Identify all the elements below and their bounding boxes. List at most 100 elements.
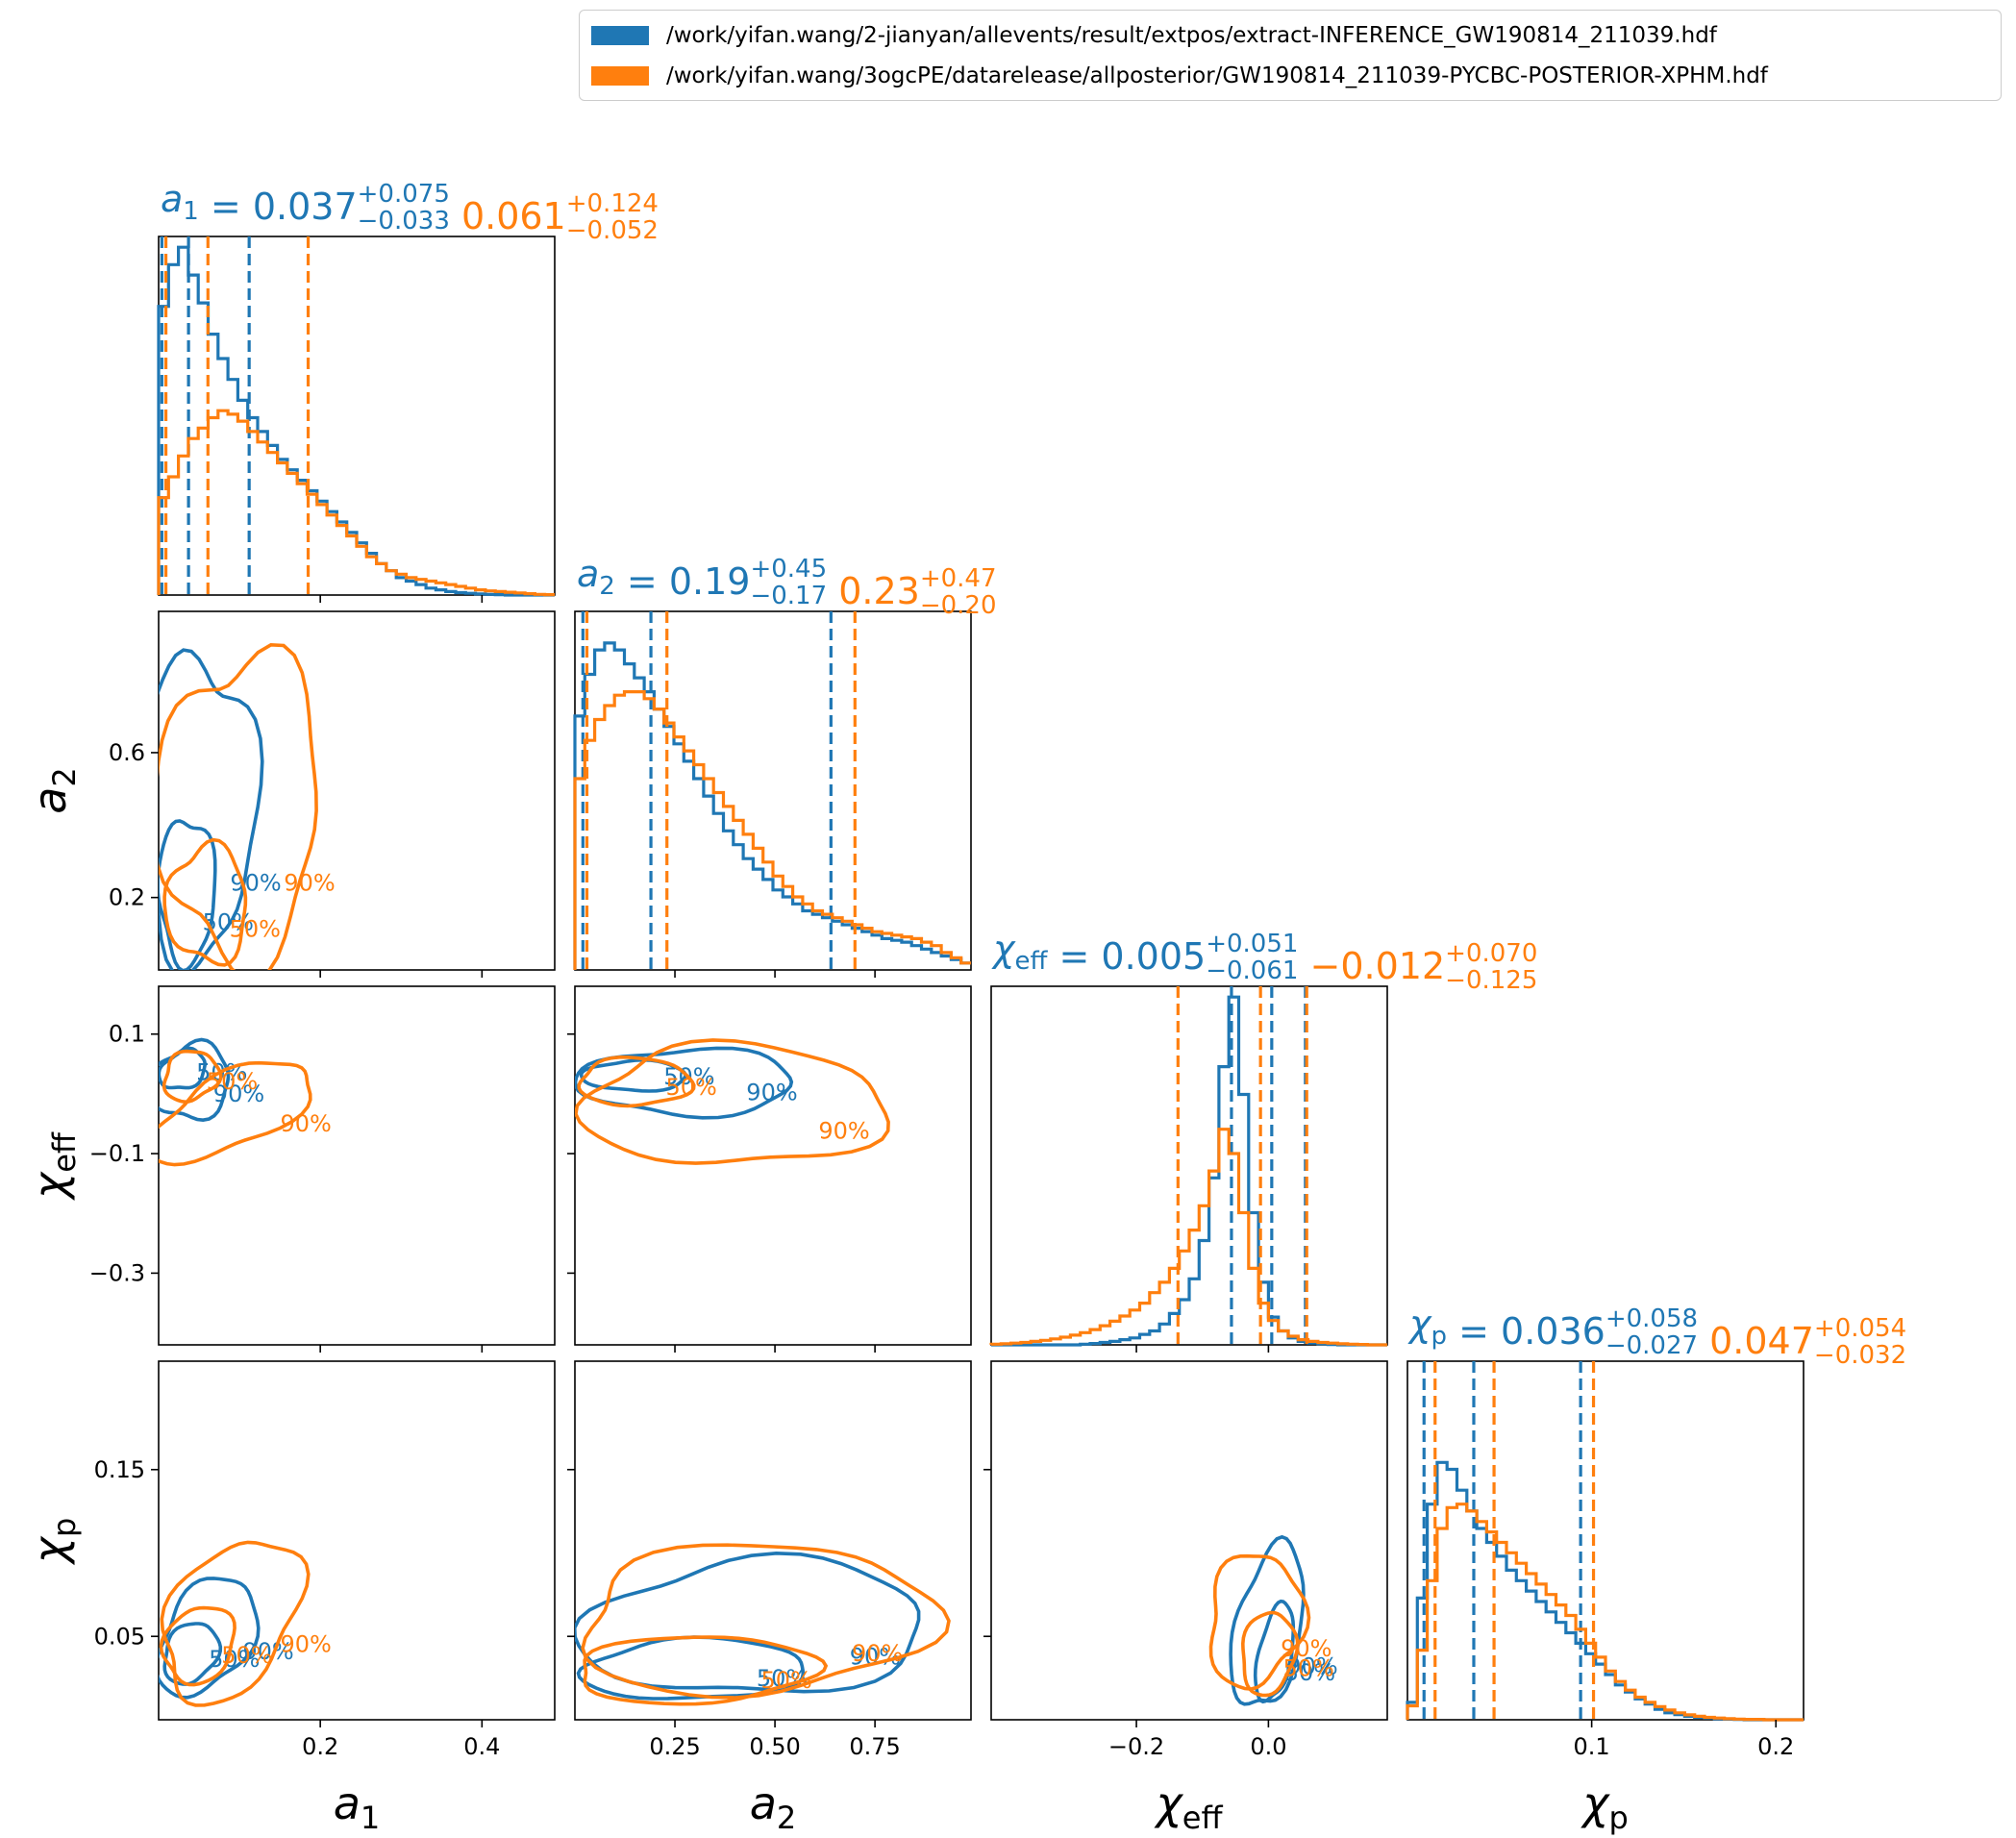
x-tick-label-a2: 0.50 — [749, 1733, 800, 1760]
title-a1: a1 = 0.037+0.075 −0.033 0.061+0.124 −0.052 — [161, 178, 659, 245]
contour-run1-50 — [159, 819, 217, 970]
panel-frame — [158, 985, 556, 1346]
title-part: −0.033 — [358, 207, 450, 236]
y-tick-label-chi_p: 0.15 — [94, 1456, 145, 1483]
contour-label: 90% — [213, 1080, 264, 1107]
panel-frame — [158, 1360, 556, 1721]
panel-a2-vs-chi_p: 90%50%90%50% — [574, 1360, 972, 1721]
panel-a1-vs-chi_eff: 90%50%90%50% — [158, 985, 556, 1346]
title-part: χ — [1407, 1303, 1432, 1345]
x-tick-label-a1: 0.2 — [302, 1733, 338, 1760]
y-tick-label-a2: 0.2 — [109, 884, 145, 911]
title-part: −0.061 — [1206, 956, 1298, 985]
contour-label: 90% — [284, 870, 335, 897]
contour-run1-90 — [1229, 1534, 1306, 1706]
title-part: −0.012 — [1298, 945, 1445, 987]
contour-label: 50% — [761, 1667, 812, 1694]
contour-run2-50 — [159, 1605, 236, 1687]
title-part: −0.17 — [750, 582, 827, 610]
title-part: +0.070 — [1445, 939, 1537, 968]
histogram-a2-run2 — [573, 690, 971, 970]
x-axis-label-a2: a2 — [750, 1777, 797, 1836]
contour-label: 50% — [666, 1074, 717, 1101]
legend-swatch-run1 — [591, 26, 649, 45]
contour-label: 50% — [209, 1646, 260, 1673]
title-part: a — [577, 553, 599, 595]
title-part: +0.124 — [566, 189, 659, 218]
contour-run2-50 — [162, 837, 248, 967]
title-part: +0.058 — [1605, 1304, 1698, 1333]
y-tick-label-chi_eff: −0.3 — [89, 1259, 145, 1286]
contour-run1-90 — [159, 1577, 261, 1700]
x-axis-label-chi_p: χp — [1580, 1777, 1629, 1836]
y-axis-label-chi_p: χp — [24, 1518, 83, 1567]
contour-run1-50 — [159, 1046, 207, 1090]
contour-run1-50 — [162, 1622, 223, 1686]
histogram-chi_eff-run2 — [989, 1128, 1387, 1347]
contour-run2-90 — [160, 1540, 311, 1707]
title-part: a — [161, 178, 183, 220]
title-part: 0.047 — [1698, 1320, 1814, 1362]
x-tick-label-chi_eff: −0.2 — [1108, 1733, 1164, 1760]
contour-run2-50 — [583, 1635, 829, 1706]
contour-label: 90% — [281, 1110, 332, 1137]
title-part: +0.051 — [1206, 930, 1298, 958]
title-part: −0.125 — [1445, 966, 1537, 995]
histogram-a2-run1 — [573, 641, 971, 970]
x-tick-label-a2: 0.75 — [849, 1733, 900, 1760]
contour-run1-90 — [575, 1046, 794, 1120]
histogram-a1-run1 — [157, 245, 555, 597]
title-a2: a2 = 0.19+0.45 −0.17 0.23+0.47 −0.20 — [577, 553, 997, 620]
legend-item-run2: /work/yifan.wang/3ogcPE/datarelease/allp… — [591, 59, 1768, 93]
title-part: 0.061 — [450, 195, 566, 237]
title-part: +0.054 — [1814, 1314, 1906, 1343]
title-part: 1 — [183, 197, 199, 226]
title-part: χ — [991, 928, 1016, 970]
title-part: −0.027 — [1605, 1331, 1698, 1360]
contour-label: 90% — [1281, 1635, 1332, 1662]
panel-frame — [990, 1360, 1388, 1721]
x-tick-label-a1: 0.4 — [463, 1733, 500, 1760]
contour-run2-90 — [1208, 1553, 1311, 1691]
title-part: = 0.036 — [1447, 1310, 1605, 1353]
contour-label: 90% — [818, 1118, 869, 1145]
contour-label: 50% — [230, 915, 281, 942]
title-part: = 0.037 — [199, 186, 358, 228]
legend-swatch-run2 — [591, 66, 649, 86]
title-part: +0.45 — [750, 555, 827, 584]
contour-run2-90 — [159, 642, 318, 970]
panel-a2-vs-chi_eff: 90%50%90%50% — [574, 985, 972, 1346]
title-part: −0.052 — [566, 216, 659, 245]
panel-a1-vs-a2: 90%50%90%50% — [158, 610, 556, 971]
title-chi_eff: χeff = 0.005+0.051 −0.061 −0.012+0.070 −0.… — [991, 928, 1537, 995]
x-axis-label-chi_eff: χeff — [1154, 1777, 1224, 1836]
legend-label-run2: /work/yifan.wang/3ogcPE/datarelease/allp… — [666, 63, 1768, 88]
legend: /work/yifan.wang/2-jianyan/allevents/res… — [579, 10, 2002, 101]
title-part: = 0.005 — [1047, 935, 1206, 978]
panel-frame — [574, 1360, 972, 1721]
x-axis-label-a1: a1 — [334, 1777, 381, 1836]
y-tick-label-a2: 0.6 — [109, 739, 145, 766]
title-part: 0.23 — [827, 570, 920, 612]
contour-label: 90% — [242, 1638, 293, 1665]
panel-frame — [158, 610, 556, 971]
title-part: 2 — [599, 572, 615, 601]
title-part: −0.032 — [1814, 1341, 1906, 1370]
contour-label: 50% — [207, 1068, 258, 1095]
panel-a1-vs-chi_p: 90%50%90%50% — [158, 1360, 556, 1721]
legend-item-run1: /work/yifan.wang/2-jianyan/allevents/res… — [591, 18, 1717, 53]
contour-run2-90 — [581, 1543, 951, 1700]
contour-run2-50 — [162, 1049, 223, 1105]
title-part: +0.47 — [920, 564, 997, 593]
y-tick-label-chi_eff: −0.1 — [89, 1140, 145, 1167]
y-tick-label-chi_p: 0.05 — [94, 1623, 145, 1650]
y-tick-label-chi_eff: 0.1 — [109, 1021, 145, 1048]
y-axis-label-chi_eff: χeff — [24, 1131, 83, 1202]
histogram-chi_p-run2 — [1406, 1503, 1804, 1722]
contour-run2-50 — [1240, 1610, 1300, 1698]
panel-frame — [574, 985, 972, 1346]
y-axis-label-a2: a2 — [24, 767, 83, 814]
title-part: −0.20 — [920, 591, 997, 620]
title-chi_p: χp = 0.036+0.058 −0.027 0.047+0.054 −0.032 — [1407, 1303, 1906, 1370]
contour-run1-90 — [159, 648, 264, 970]
